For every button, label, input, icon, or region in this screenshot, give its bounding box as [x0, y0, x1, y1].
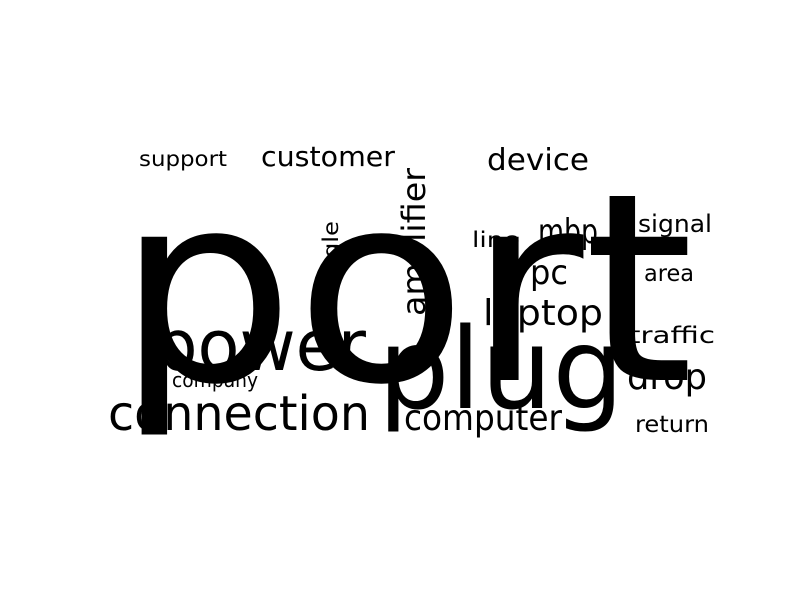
word-device: device — [487, 143, 589, 178]
word-traffic: traffic — [629, 323, 715, 349]
word-company: company — [172, 368, 258, 392]
word-amplifier: amplifier — [395, 167, 433, 316]
word-signal: signal — [638, 210, 712, 238]
word-return: return — [635, 412, 709, 438]
word-laptop: laptop — [483, 293, 603, 334]
word-support: support — [139, 147, 227, 171]
word-single: single — [319, 221, 343, 293]
word-area: area — [644, 261, 694, 287]
word-connection: connection — [108, 386, 370, 442]
word-plug: plug — [378, 305, 624, 435]
word-drop: drop — [627, 357, 707, 398]
word-line: line — [472, 228, 520, 252]
word-port: port — [116, 137, 694, 442]
word-power: power — [154, 305, 366, 387]
word-computer: computer — [404, 398, 562, 439]
word-pc: pc — [530, 253, 568, 293]
word-customer: customer — [261, 140, 395, 173]
word-mbp: mbp — [538, 212, 598, 252]
